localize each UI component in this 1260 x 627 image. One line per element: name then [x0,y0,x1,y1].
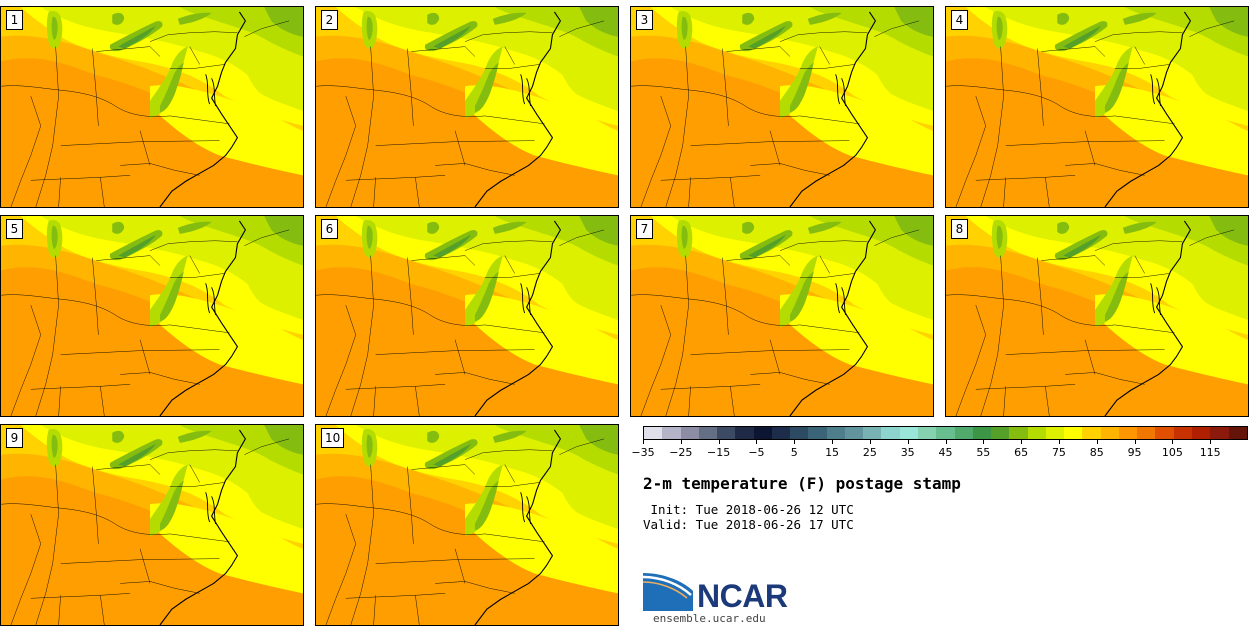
colorbar-swatch [662,427,681,439]
ensemble-member-map: 3 [630,6,934,208]
colorbar-swatch [972,427,992,439]
colorbar-tick-label: −5 [748,446,765,459]
colorbar-tick-label: 35 [900,446,915,459]
colorbar-swatch [844,427,864,439]
colorbar-swatch [826,427,845,439]
colorbar-tick [869,440,871,444]
colorbar-ticks: −35 −25 −15 −5 5 15 25 35 45 55 65 75 85 95 105 115 [631,440,1248,460]
colorbar-tick [983,440,985,444]
colorbar-swatch [735,427,754,439]
ensemble-member-map: 6 [315,215,619,417]
member-number-label: 3 [636,10,653,30]
colorbar-swatch [917,427,937,439]
member-number-label: 2 [321,10,338,30]
ncar-logo [643,573,693,611]
colorbar-tick [832,440,834,444]
ensemble-member-map: 2 [315,6,619,208]
colorbar-swatch [771,427,791,439]
plot-title: 2-m temperature (F) postage stamp [643,474,961,493]
member-number-label: 1 [6,10,23,30]
colorbar-tick-label: 5 [790,446,798,459]
colorbar-tick [907,440,909,444]
colorbar-swatch [1118,427,1138,439]
colorbar-swatch [808,427,827,439]
colorbar-tick-label: 45 [938,446,953,459]
colorbar-tick-label: 55 [976,446,991,459]
colorbar-swatch [899,427,918,439]
colorbar-tick [1096,440,1098,444]
member-number-label: 8 [951,219,968,239]
member-number-label: 6 [321,219,338,239]
ensemble-member-map: 8 [945,215,1249,417]
colorbar-swatch [1155,427,1174,439]
colorbar-swatch [790,427,809,439]
ensemble-member-map: 4 [945,6,1249,208]
colorbar-tick [680,440,682,444]
colorbar-swatch [991,427,1010,439]
colorbar-tick-label: 25 [862,446,877,459]
colorbar-swatch [753,427,772,439]
colorbar-swatch [1027,427,1046,439]
valid-time: Valid: Tue 2018-06-26 17 UTC [643,517,854,532]
colorbar-swatch [1009,427,1028,439]
colorbar-tick [643,440,644,444]
colorbar-swatch [954,427,973,439]
colorbar-swatch [644,427,663,439]
colorbar-tick-label: 75 [1051,446,1066,459]
colorbar-tick-label: 115 [1199,446,1221,459]
colorbar-tick-label: 65 [1014,446,1029,459]
colorbar-tick [1172,440,1174,444]
colorbar-swatch [698,427,718,439]
colorbar-tick-label: −25 [669,446,693,459]
ensemble-member-map: 7 [630,215,934,417]
colorbar [643,426,1248,440]
colorbar-swatch [680,427,699,439]
colorbar-swatch [1210,427,1229,439]
member-number-label: 7 [636,219,653,239]
colorbar-swatch [717,427,736,439]
init-time: Init: Tue 2018-06-26 12 UTC [643,502,854,517]
colorbar-tick-label: 105 [1161,446,1183,459]
colorbar-tick [794,440,796,444]
colorbar-tick-label: 85 [1089,446,1104,459]
colorbar-tick-label: 15 [825,446,840,459]
colorbar-swatch [1082,427,1101,439]
ensemble-member-map: 1 [0,6,304,208]
colorbar-tick [1134,440,1136,444]
colorbar-swatch [863,427,882,439]
colorbar-tick [1021,440,1023,444]
colorbar-tick [756,440,758,444]
colorbar-swatch [936,427,955,439]
ensemble-member-map: 5 [0,215,304,417]
ensemble-member-map: 9 [0,424,304,626]
colorbar-swatch [1100,427,1119,439]
ncar-logo-text: NCAR [697,578,788,614]
site-url[interactable]: ensemble.ucar.edu [653,612,766,625]
colorbar-swatch [1137,427,1156,439]
colorbar-swatch [1173,427,1192,439]
colorbar-tick-label: −35 [631,446,655,459]
member-number-label: 9 [6,428,23,448]
ensemble-member-map: 10 [315,424,619,626]
member-number-label: 10 [321,428,345,448]
colorbar-tick [945,440,947,444]
colorbar-swatch [1045,427,1065,439]
colorbar-swatch [1228,427,1247,439]
colorbar-tick-label: −15 [707,446,731,459]
colorbar-tick [1058,440,1060,444]
member-number-label: 4 [951,10,968,30]
colorbar-swatch [881,427,900,439]
colorbar-tick-label: 95 [1127,446,1142,459]
colorbar-swatch [1064,427,1083,439]
colorbar-tick [1210,440,1212,444]
colorbar-swatch [1191,427,1211,439]
colorbar-tick [718,440,720,444]
member-number-label: 5 [6,219,23,239]
